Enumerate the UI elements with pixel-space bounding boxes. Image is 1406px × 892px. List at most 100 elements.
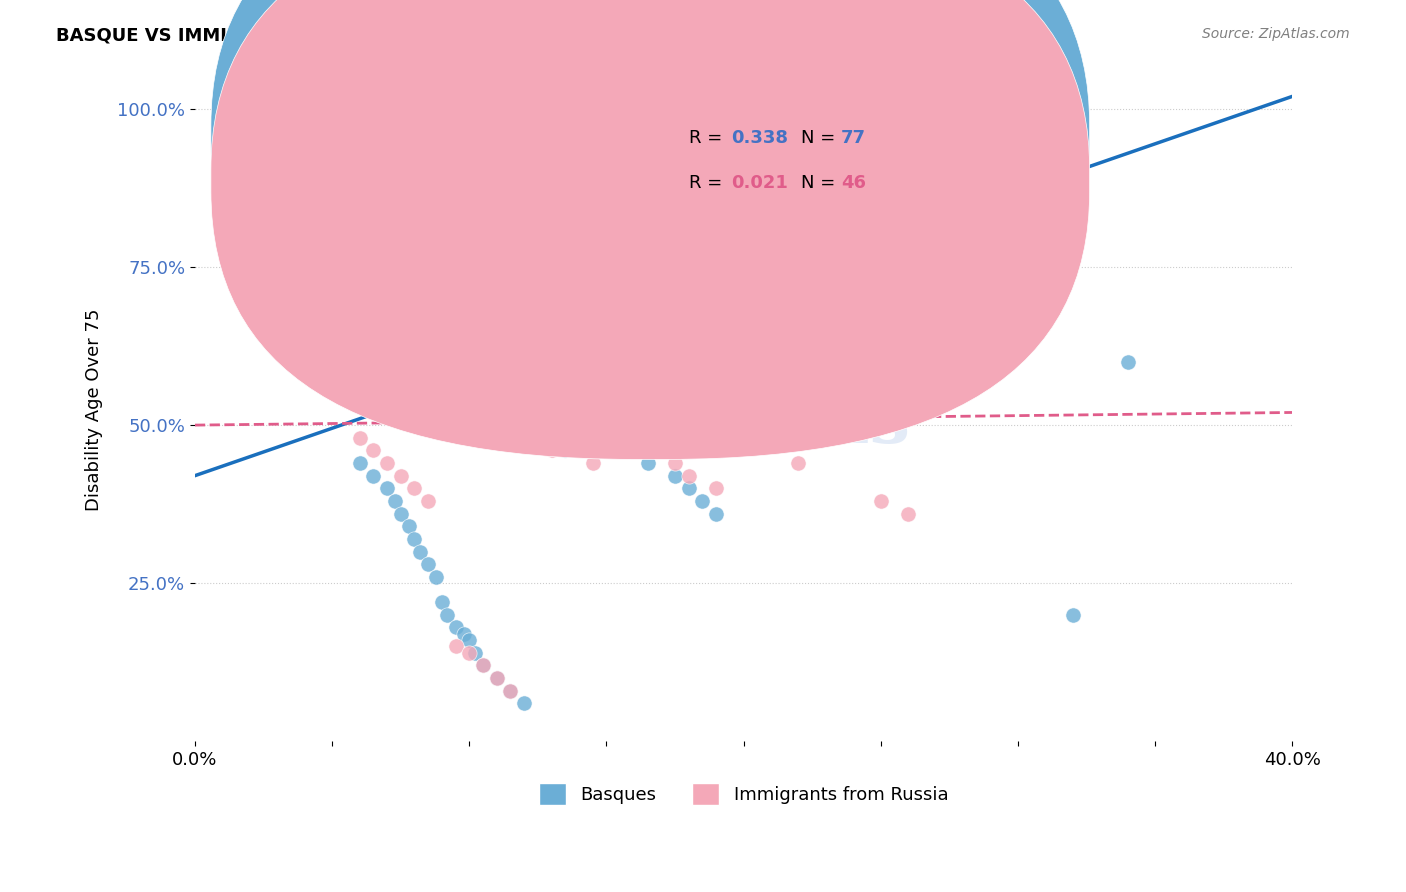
Point [472, 343, 495, 357]
Point [513, 405, 536, 419]
Point [513, 418, 536, 433]
Point [704, 481, 727, 495]
Point [389, 317, 412, 331]
Point [692, 494, 714, 508]
Point [540, 443, 562, 458]
Text: Source: ZipAtlas.com: Source: ZipAtlas.com [1202, 27, 1350, 41]
Point [436, 607, 458, 622]
Point [467, 392, 489, 407]
Point [458, 368, 481, 382]
Point [554, 443, 576, 458]
Point [416, 557, 439, 571]
Point [869, 494, 891, 508]
Text: BASQUE VS IMMIGRANTS FROM RUSSIA DISABILITY AGE OVER 75 CORRELATION CHART: BASQUE VS IMMIGRANTS FROM RUSSIA DISABIL… [56, 27, 935, 45]
Point [485, 671, 508, 685]
Point [404, 216, 426, 230]
Point [349, 456, 371, 470]
Point [464, 380, 486, 394]
Legend: Basques, Immigrants from Russia: Basques, Immigrants from Russia [531, 775, 956, 812]
Point [444, 620, 467, 634]
Point [458, 646, 481, 660]
Point [582, 392, 605, 407]
Point [375, 128, 398, 142]
Point [416, 247, 439, 261]
Point [554, 405, 576, 419]
Point [568, 431, 591, 445]
Point [392, 128, 415, 142]
Point [637, 431, 659, 445]
Point [409, 285, 432, 300]
Point [479, 431, 502, 445]
Point [519, 431, 541, 445]
Point [704, 507, 727, 521]
Point [409, 355, 432, 369]
Point [637, 456, 659, 470]
Point [387, 128, 409, 142]
Point [678, 468, 700, 483]
Point [398, 519, 420, 533]
Point [398, 343, 420, 357]
Point [436, 368, 458, 382]
Point [430, 304, 453, 318]
Point [444, 640, 467, 654]
Point [404, 481, 426, 495]
Point [450, 405, 472, 419]
Point [422, 279, 444, 293]
Point [1007, 343, 1029, 357]
Point [1116, 355, 1139, 369]
Point [952, 343, 974, 357]
Point [609, 443, 631, 458]
Point [444, 392, 467, 407]
Point [664, 456, 686, 470]
Point [370, 279, 392, 293]
Point [425, 570, 447, 584]
Point [458, 368, 481, 382]
Point [375, 456, 398, 470]
Point [404, 532, 426, 546]
Point [361, 266, 384, 280]
Point [527, 431, 550, 445]
Point [527, 380, 550, 394]
Point [513, 696, 536, 710]
Point [389, 468, 412, 483]
Point [349, 253, 371, 268]
Point [540, 418, 562, 433]
Text: 46: 46 [841, 174, 866, 192]
Point [349, 431, 371, 445]
Point [299, 128, 322, 142]
Point [485, 405, 508, 419]
Point [499, 431, 522, 445]
Point [245, 128, 267, 142]
Point [787, 190, 810, 204]
Point [361, 128, 384, 142]
Point [485, 392, 508, 407]
Point [453, 626, 475, 640]
Point [361, 468, 384, 483]
Point [534, 405, 557, 419]
Point [436, 405, 458, 419]
Point [842, 355, 865, 369]
Y-axis label: Disability Age Over 75: Disability Age Over 75 [86, 308, 103, 510]
Point [425, 304, 447, 318]
Point [623, 418, 645, 433]
Point [307, 128, 329, 142]
Point [499, 405, 522, 419]
Text: 0.021: 0.021 [731, 174, 787, 192]
Point [609, 418, 631, 433]
Point [477, 418, 499, 433]
Point [650, 443, 672, 458]
Point [499, 683, 522, 698]
Point [582, 456, 605, 470]
Point [444, 418, 467, 433]
Point [389, 507, 412, 521]
Point [472, 658, 495, 673]
Text: ZIPatlas: ZIPatlas [576, 387, 911, 458]
Point [546, 431, 568, 445]
Point [574, 431, 596, 445]
Point [472, 658, 495, 673]
Point [623, 431, 645, 445]
Point [678, 481, 700, 495]
Point [472, 405, 495, 419]
Point [361, 443, 384, 458]
Point [425, 380, 447, 394]
